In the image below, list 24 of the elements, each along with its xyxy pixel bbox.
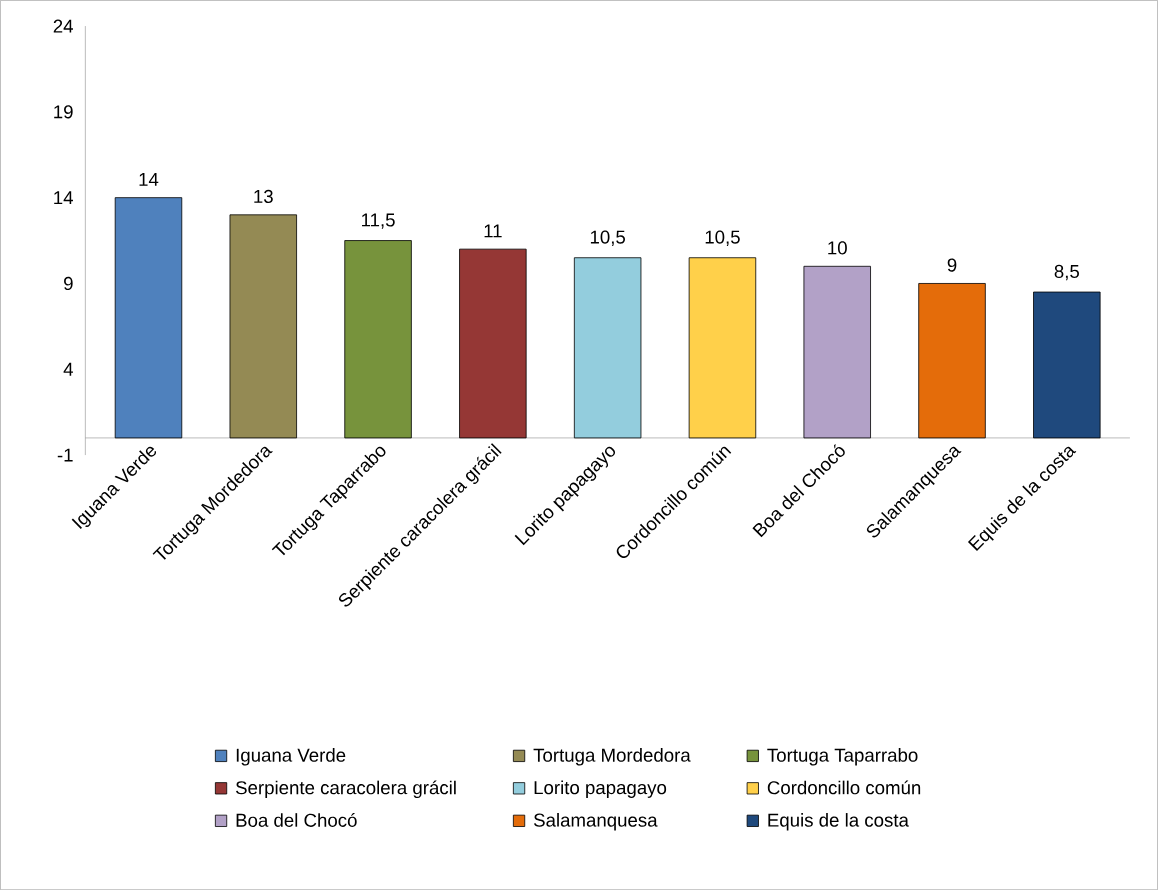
legend-label: Cordoncillo común	[767, 780, 921, 795]
y-tick-label: 4	[63, 362, 73, 376]
data-label: 10,5	[705, 230, 740, 246]
y-tick-label: 9	[64, 276, 73, 290]
legend-label: Tortuga Mordedora	[533, 748, 691, 766]
y-tick-label: 19	[54, 105, 73, 119]
y-tick-label: -1	[57, 448, 73, 462]
y-tick-label: 24	[53, 19, 73, 33]
data-label: 11,5	[362, 213, 395, 229]
data-label: 10	[828, 241, 847, 255]
data-label: 10,5	[590, 230, 626, 246]
y-tick-label: 14	[54, 191, 73, 204]
legend-label: Iguana Verde	[236, 748, 346, 766]
legend-label: Lorito papagayo	[534, 780, 667, 798]
legend-label: Tortuga Taparrabo	[767, 748, 918, 766]
legend-label: Serpiente caracolera grácil	[235, 780, 456, 798]
data-label: 14	[139, 172, 159, 186]
data-label: 13	[254, 189, 273, 203]
data-label: 11	[484, 224, 502, 238]
legend-label: Boa del Chocó	[236, 812, 357, 827]
legend-label: Equis de la costa	[768, 812, 909, 831]
legend-label: Salamanquesa	[534, 812, 658, 831]
data-label: 8,5	[1054, 264, 1079, 281]
data-label: 9	[947, 258, 957, 272]
